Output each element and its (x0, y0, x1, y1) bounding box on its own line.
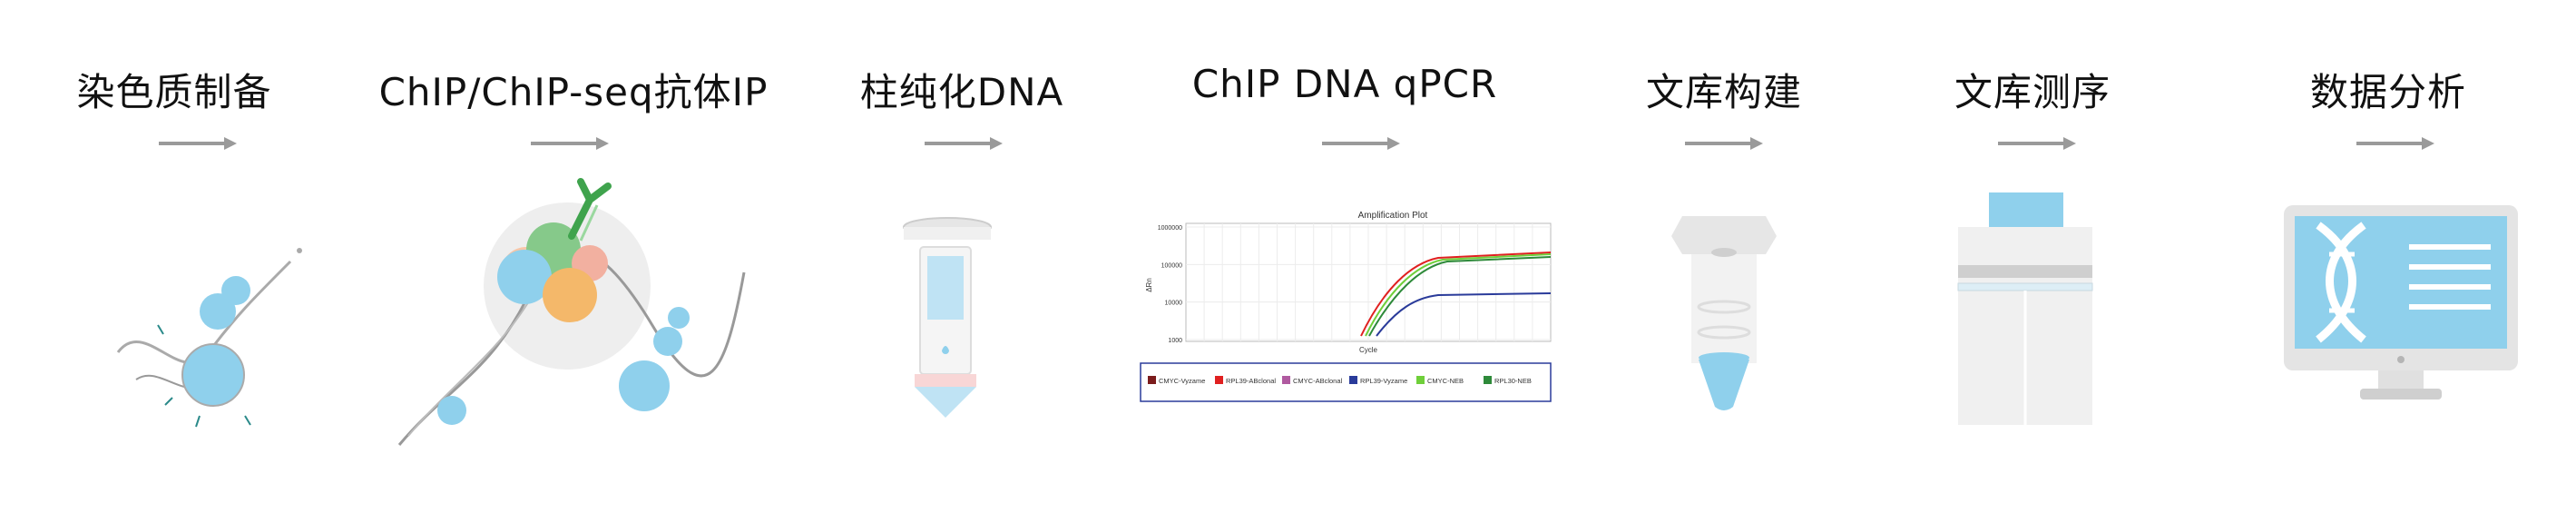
step-title-library-construction: 文库构建 (1645, 70, 1803, 114)
qpcr-legend-label: CMYC-NEB (1427, 377, 1464, 385)
antibody-ip-icon (397, 178, 746, 446)
qpcr-curve (1365, 253, 1552, 337)
qpcr-ytick-label: 100000 (1161, 262, 1182, 269)
qpcr-legend-swatch (1215, 376, 1223, 384)
library-tube-icon (1671, 216, 1777, 410)
qpcr-legend: CMYC-Vyzame RPL39-ABclonal CMYC-ABclonal RP… (1148, 376, 1532, 385)
qpcr-ytick-label: 1000 (1168, 338, 1182, 344)
qpcr-legend-swatch (1349, 376, 1357, 384)
qpcr-legend-swatch (1484, 376, 1492, 384)
arrow-icon (1322, 137, 1400, 150)
step-title-qpcr: ChIP DNA qPCR (1191, 62, 1498, 106)
qpcr-curve (1360, 252, 1552, 337)
arrow-icon (1998, 137, 2076, 150)
qpcr-legend-label: RPL30-NEB (1494, 377, 1532, 385)
qpcr-legend-label: CMYC-ABclonal (1293, 377, 1343, 385)
qpcr-legend-label: RPL39-Vyzame (1360, 377, 1407, 385)
spin-column-icon (903, 217, 992, 418)
arrow-icon (159, 137, 237, 150)
qpcr-grid (1186, 223, 1551, 341)
qpcr-curve (1376, 292, 1552, 337)
step-title-antibody-ip: ChIP/ChIP-seq抗体IP (378, 70, 769, 114)
qpcr-xlabel: Cycle (1359, 346, 1378, 354)
arrow-icon (1685, 137, 1763, 150)
qpcr-legend-label: CMYC-Vyzame (1159, 377, 1205, 385)
qpcr-curve (1368, 256, 1552, 337)
qpcr-plot-icon: Amplification Plot 100000010000010000100… (1140, 211, 1552, 402)
arrow-icon (2356, 137, 2434, 150)
qpcr-legend-swatch (1416, 376, 1425, 384)
qpcr-legend-swatch (1282, 376, 1290, 384)
step-title-chromatin-prep: 染色质制备 (76, 70, 272, 114)
qpcr-yticks: 1000000 100000 10000 1000 (1158, 225, 1182, 344)
qpcr-legend-box (1140, 362, 1552, 402)
chromatin-icon (116, 248, 302, 428)
qpcr-ylabel: ΔRn (1145, 278, 1153, 292)
qpcr-ytick-label: 10000 (1165, 301, 1183, 307)
qpcr-plot-title: Amplification Plot (1358, 211, 1428, 221)
qpcr-legend-label: RPL39-ABclonal (1226, 377, 1276, 385)
monitor-dna-icon (2284, 205, 2518, 400)
arrow-icon (531, 137, 609, 150)
sequencer-icon (1957, 192, 2093, 425)
qpcr-ytick-label: 1000000 (1158, 225, 1182, 232)
step-title-library-sequencing: 文库测序 (1954, 70, 2111, 114)
step-title-column-purification: 柱纯化DNA (859, 70, 1064, 114)
arrow-icon (925, 137, 1003, 150)
step-title-data-analysis: 数据分析 (2309, 70, 2467, 114)
qpcr-legend-swatch (1148, 376, 1156, 384)
